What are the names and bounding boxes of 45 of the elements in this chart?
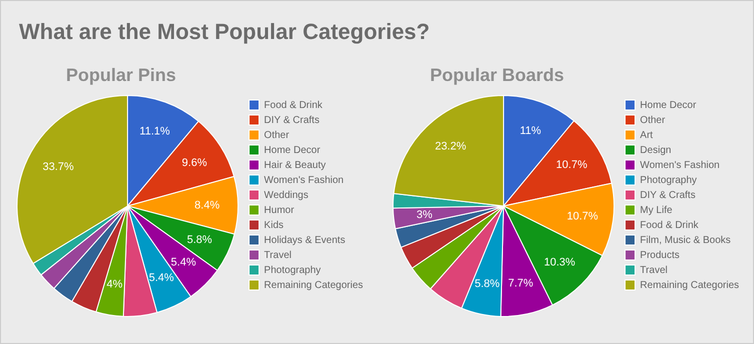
legend-label: Kids — [264, 220, 284, 231]
legend-label: Holidays & Events — [264, 234, 346, 246]
chart-title: Popular Boards — [428, 65, 566, 86]
legend-label: Photography — [264, 264, 321, 276]
legend-label: Other — [640, 114, 666, 126]
data-label: 3% — [416, 209, 433, 222]
legend-label: Food & Drink — [640, 220, 700, 231]
data-label: 5.4% — [148, 272, 174, 284]
legend-label: Products — [640, 250, 680, 261]
data-label: 10.7% — [566, 210, 598, 222]
legend-label: Photography — [640, 174, 697, 186]
data-label: 10.7% — [556, 158, 588, 171]
legend-label: DIY & Crafts — [264, 114, 320, 126]
data-label: 11% — [520, 125, 542, 138]
data-label: 5.8% — [186, 234, 212, 246]
legend-label: Humor — [264, 204, 295, 216]
legend-label: Home Decor — [264, 144, 321, 156]
chart-subtitle: Popular Pins — [64, 65, 178, 86]
data-label: 5.8% — [474, 278, 500, 290]
legend-label: Hair & Beauty — [264, 160, 326, 171]
chart-title: What are the Most Popular Categories? — [19, 19, 430, 45]
data-label: 10.3% — [544, 256, 576, 268]
legend-label: DIY & Crafts — [640, 190, 696, 201]
legend-label: Weddings — [264, 190, 308, 201]
data-label: 23.2% — [434, 140, 466, 153]
legend-label: Remaining Categories — [640, 280, 740, 291]
data-label: 9.6% — [182, 156, 208, 169]
legend-label: Travel — [640, 264, 668, 276]
legend-label: Other — [264, 130, 290, 141]
data-label: 4% — [106, 278, 123, 291]
legend-label: Art — [640, 130, 654, 141]
legend-label: Design — [640, 144, 672, 156]
legend-label: My Life — [640, 204, 673, 216]
data-label: 8.4% — [194, 200, 220, 212]
data-label: 5.4% — [170, 256, 196, 269]
legend-label: Remaining Categories — [264, 280, 364, 291]
legend-label: Home Decor — [640, 100, 697, 111]
data-label: 33.7% — [42, 161, 74, 174]
legend-label: Film, Music & Books — [640, 234, 731, 246]
legend-label: Travel — [264, 250, 292, 261]
data-label: 7.7% — [508, 278, 534, 290]
legend-label: Food & Drink — [264, 100, 324, 111]
legend-label: Women's Fashion — [640, 160, 720, 171]
legend-label: Women's Fashion — [264, 174, 344, 186]
data-label: 11.1% — [140, 125, 170, 138]
